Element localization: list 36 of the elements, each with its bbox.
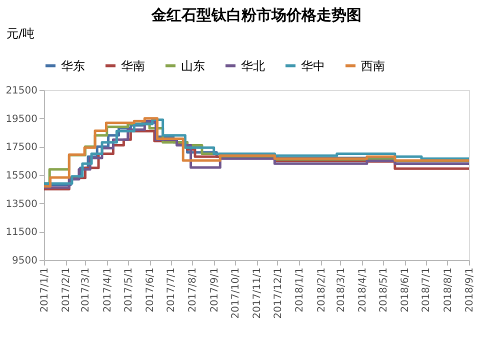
x-tick-label: 2018/5/1: [378, 268, 390, 312]
legend-label: 华南: [121, 58, 145, 73]
x-tick-label: 2018/1/1: [294, 268, 306, 312]
legend-label: 华东: [61, 58, 85, 73]
legend-label: 华中: [301, 58, 325, 73]
x-tick-label: 2017/6/1: [145, 268, 156, 312]
y-tick-label: 17500: [6, 142, 38, 154]
x-tick-label: 2017/9/1: [209, 268, 220, 312]
chart-title: 金红石型钛白粉市场价格走势图: [150, 6, 362, 24]
x-tick-label: 2018/8/1: [442, 268, 454, 312]
x-tick-label: 2017/12/1: [272, 268, 284, 319]
y-axis-title: 元/吨: [6, 26, 35, 40]
x-tick-label: 2017/3/1: [80, 268, 92, 312]
x-tick-label: 2018/9/1: [464, 268, 476, 312]
x-tick-label: 2018/3/1: [336, 268, 347, 312]
y-tick-label: 21500: [6, 86, 38, 96]
y-tick-label: 11500: [6, 227, 38, 238]
x-tick-label: 2018/2/1: [316, 268, 328, 312]
x-tick-label: 2017/2/1: [61, 268, 72, 312]
legend-label: 西南: [361, 58, 385, 73]
x-tick-label: 2018/4/1: [358, 268, 369, 312]
y-tick-label: 15500: [6, 170, 38, 182]
x-tick-label: 2017/8/1: [188, 268, 199, 312]
y-tick-label: 19500: [6, 114, 38, 125]
legend-label: 华北: [241, 58, 265, 73]
x-tick-label: 2017/4/1: [102, 268, 114, 312]
y-tick-label: 13500: [6, 198, 38, 210]
x-tick-label: 2017/7/1: [166, 268, 178, 312]
x-tick-label: 2018/6/1: [400, 268, 412, 312]
x-tick-label: 2018/7/1: [421, 268, 432, 312]
x-tick-label: 2017/1/1: [40, 268, 50, 312]
x-tick-label: 2017/5/1: [123, 268, 134, 312]
legend-label: 山东: [181, 58, 205, 73]
x-tick-label: 2017/11/1: [252, 268, 263, 319]
y-tick-label: 9500: [12, 256, 38, 266]
x-tick-label: 2017/10/1: [230, 268, 242, 319]
